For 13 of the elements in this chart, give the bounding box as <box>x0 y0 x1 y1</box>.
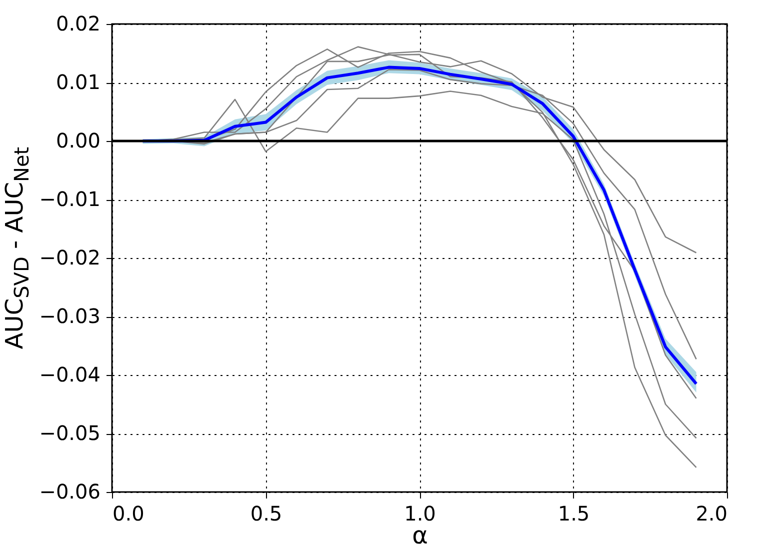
x-tick-label: 1.5 <box>558 502 590 526</box>
y-tick-label: −0.02 <box>39 246 100 270</box>
y-tick-label: −0.01 <box>39 187 100 211</box>
y-tick-label: 0.02 <box>56 12 100 36</box>
y-tick-label: 0.01 <box>56 70 100 94</box>
x-tick-label: 0.5 <box>250 502 282 526</box>
y-tick-label: 0.00 <box>56 128 100 152</box>
y-tick-label: −0.03 <box>39 304 100 328</box>
y-tick-label: −0.04 <box>39 362 100 386</box>
x-tick-label: 2.0 <box>696 502 728 526</box>
x-tick-label: 0.0 <box>112 502 144 526</box>
y-tick-label: −0.05 <box>39 421 100 445</box>
y-tick-label: −0.06 <box>39 480 100 504</box>
